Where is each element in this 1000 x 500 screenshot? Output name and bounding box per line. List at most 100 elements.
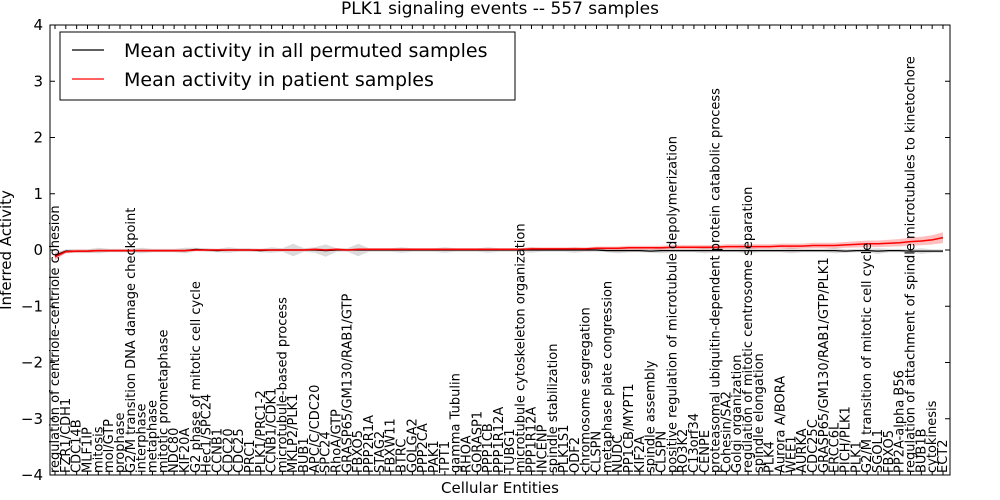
x-tick-label: interphase: [135, 403, 150, 473]
x-tick-label: ECT2: [936, 439, 951, 473]
x-tick-label: regulation of centriole-centriole cohesi…: [48, 205, 63, 473]
plot-frame: [49, 24, 951, 476]
legend-label: Mean activity in all permuted samples: [124, 40, 487, 62]
y-axis-label: Inferred Activity: [0, 190, 15, 310]
x-tick-label: APC/C/CDC20: [308, 385, 323, 473]
x-tick-label: KIF2A: [633, 436, 648, 473]
x-tick-label: CENPE: [698, 430, 713, 473]
x-tick-label: PAK1: [427, 440, 442, 473]
permuted-band: [55, 243, 943, 259]
x-tick-label: FBXW11: [384, 418, 399, 473]
x-tick-label: FBXO5: [351, 430, 366, 473]
x-tick-label: gamma Tubulin: [449, 373, 464, 473]
y-tick-label: −3: [21, 410, 43, 428]
x-tick-label: BUB1: [297, 437, 312, 473]
x-tick-label: C13orf34: [687, 413, 702, 473]
x-tick-label: spindle assembly: [644, 360, 659, 473]
x-tick-label: NDC80: [167, 428, 182, 473]
x-tick-label: metaphase plate congression: [600, 281, 615, 473]
patient-series-line: [54, 236, 944, 258]
x-tick-label: chromosome segregation: [579, 307, 594, 473]
x-tick-label: FBXO5: [882, 430, 897, 473]
x-tick-label: CDC25C: [806, 419, 821, 473]
x-tick-label: G2 phase of mitotic cell cycle: [189, 281, 204, 473]
x-tick-label: proteasomal ubiquitin-dependent protein …: [709, 88, 724, 473]
y-tick-label: −1: [21, 297, 43, 315]
x-tick-label: NUDC: [611, 435, 626, 473]
x-tick-label: KIF20A: [178, 428, 193, 473]
x-axis: regulation of centriole-centriole cohesi…: [48, 25, 951, 475]
x-tick-label: PLK1/PRC1-2: [254, 390, 269, 473]
x-tick-label: cytokinesis: [925, 400, 940, 473]
x-tick-label: SGOL1: [871, 429, 886, 473]
x-tick-label: BUB1B: [914, 428, 929, 473]
x-tick-label: SPC24: [319, 431, 334, 473]
x-tick-label: spindle elongation: [752, 353, 767, 473]
y-tick-label: 4: [33, 16, 43, 34]
series-lines: [54, 236, 944, 258]
x-tick-label: GOLGA2: [405, 418, 420, 473]
y-tick-label: 0: [33, 241, 43, 259]
x-tick-label: Aurora A/BORA: [774, 376, 789, 473]
x-tick-label: TUBG1: [503, 429, 518, 475]
x-tick-label: prophase: [113, 413, 128, 474]
x-tick-label: ODF2: [568, 437, 583, 473]
x-tick-label: Golgi organization: [730, 355, 745, 473]
x-tick-label: spindle stabilization: [546, 344, 561, 474]
x-tick-label: CCNB1/CDK1: [265, 388, 280, 473]
y-tick-label: −4: [21, 466, 43, 484]
x-tick-label: PP2A-alpha B56: [893, 370, 908, 473]
x-tick-label: PPP2R1A: [362, 415, 377, 473]
x-tick-label: Cohesin/SA2: [719, 391, 734, 473]
x-tick-label: RhoA/GTP: [330, 409, 345, 473]
x-tick-label: metaphase: [145, 400, 160, 473]
x-tick-label: WEE1: [784, 435, 799, 473]
x-tick-label: PPP1CB: [481, 423, 496, 473]
x-tick-label: BTRC: [395, 439, 410, 473]
x-tick-label: positive regulation of microtubule depol…: [665, 136, 680, 473]
x-tick-label: PPP1R12A: [492, 407, 507, 473]
x-tick-label: STAG2: [373, 431, 388, 473]
x-tick-label: microtubule-based process: [275, 297, 290, 473]
y-tick-label: 1: [33, 185, 43, 203]
y-tick-label: 3: [33, 72, 43, 90]
x-tick-label: CDC25: [232, 428, 247, 473]
x-tick-label: PLK1S1: [557, 425, 572, 473]
x-tick-label: regulation of mitotic centrosome separat…: [741, 187, 756, 473]
x-tick-label: GORASP1: [470, 411, 485, 473]
x-tick-label: G2/M transition DNA damage checkpoint: [124, 208, 139, 473]
y-tick-label: 2: [33, 129, 43, 147]
x-tick-label: regulation of attachment of spindle micr…: [904, 56, 919, 473]
x-tick-label: INCENP: [535, 424, 550, 473]
x-tick-label: PICH/PLK1: [839, 406, 854, 473]
x-tick-label: Hec1/SPC24: [200, 394, 215, 473]
x-tick-label: GRASP65/GM130/RAB1/GTP/PLK1: [817, 257, 832, 473]
x-tick-label: TPT1: [438, 441, 453, 474]
legend-box: [59, 31, 516, 101]
y-tick-label: −2: [21, 354, 43, 372]
x-tick-label: AURKA: [795, 428, 810, 473]
x-tick-label: mitosis: [91, 426, 106, 473]
x-tick-label: CLSPN: [589, 431, 604, 473]
x-axis-label: Cellular Entities: [441, 479, 559, 497]
x-tick-label: CCNB1: [210, 428, 225, 473]
x-tick-label: MLF1IP: [80, 427, 95, 473]
x-tick-label: mitotic prometaphase: [156, 329, 171, 473]
x-tick-label: CLSPN: [654, 431, 669, 473]
x-tick-label: FZR1/CDH1: [59, 398, 74, 473]
x-tick-label: GRASP65/GM130/RAB1/GTP: [340, 294, 355, 473]
x-tick-label: PPP1R12A: [524, 407, 539, 473]
x-tick-label: ERCC6L: [828, 422, 843, 473]
legend-label: Mean activity in patient samples: [124, 69, 434, 91]
x-tick-label: RO3K2: [676, 429, 691, 473]
legend: Mean activity in all permuted samples Mea…: [59, 31, 516, 101]
x-tick-label: PRC1: [243, 439, 258, 473]
x-tick-label: PLK4: [763, 441, 778, 473]
x-tick-label: mol/GTP: [102, 419, 117, 473]
x-tick-label: MKLP2/PLK1: [286, 394, 301, 473]
x-tick-label: PLK1: [849, 441, 864, 473]
x-tick-label: microtubule cytoskeleton organization: [514, 223, 529, 473]
x-tick-label: PP1CB/MYPT1: [622, 383, 637, 473]
x-tick-label: RHOA: [460, 435, 475, 473]
